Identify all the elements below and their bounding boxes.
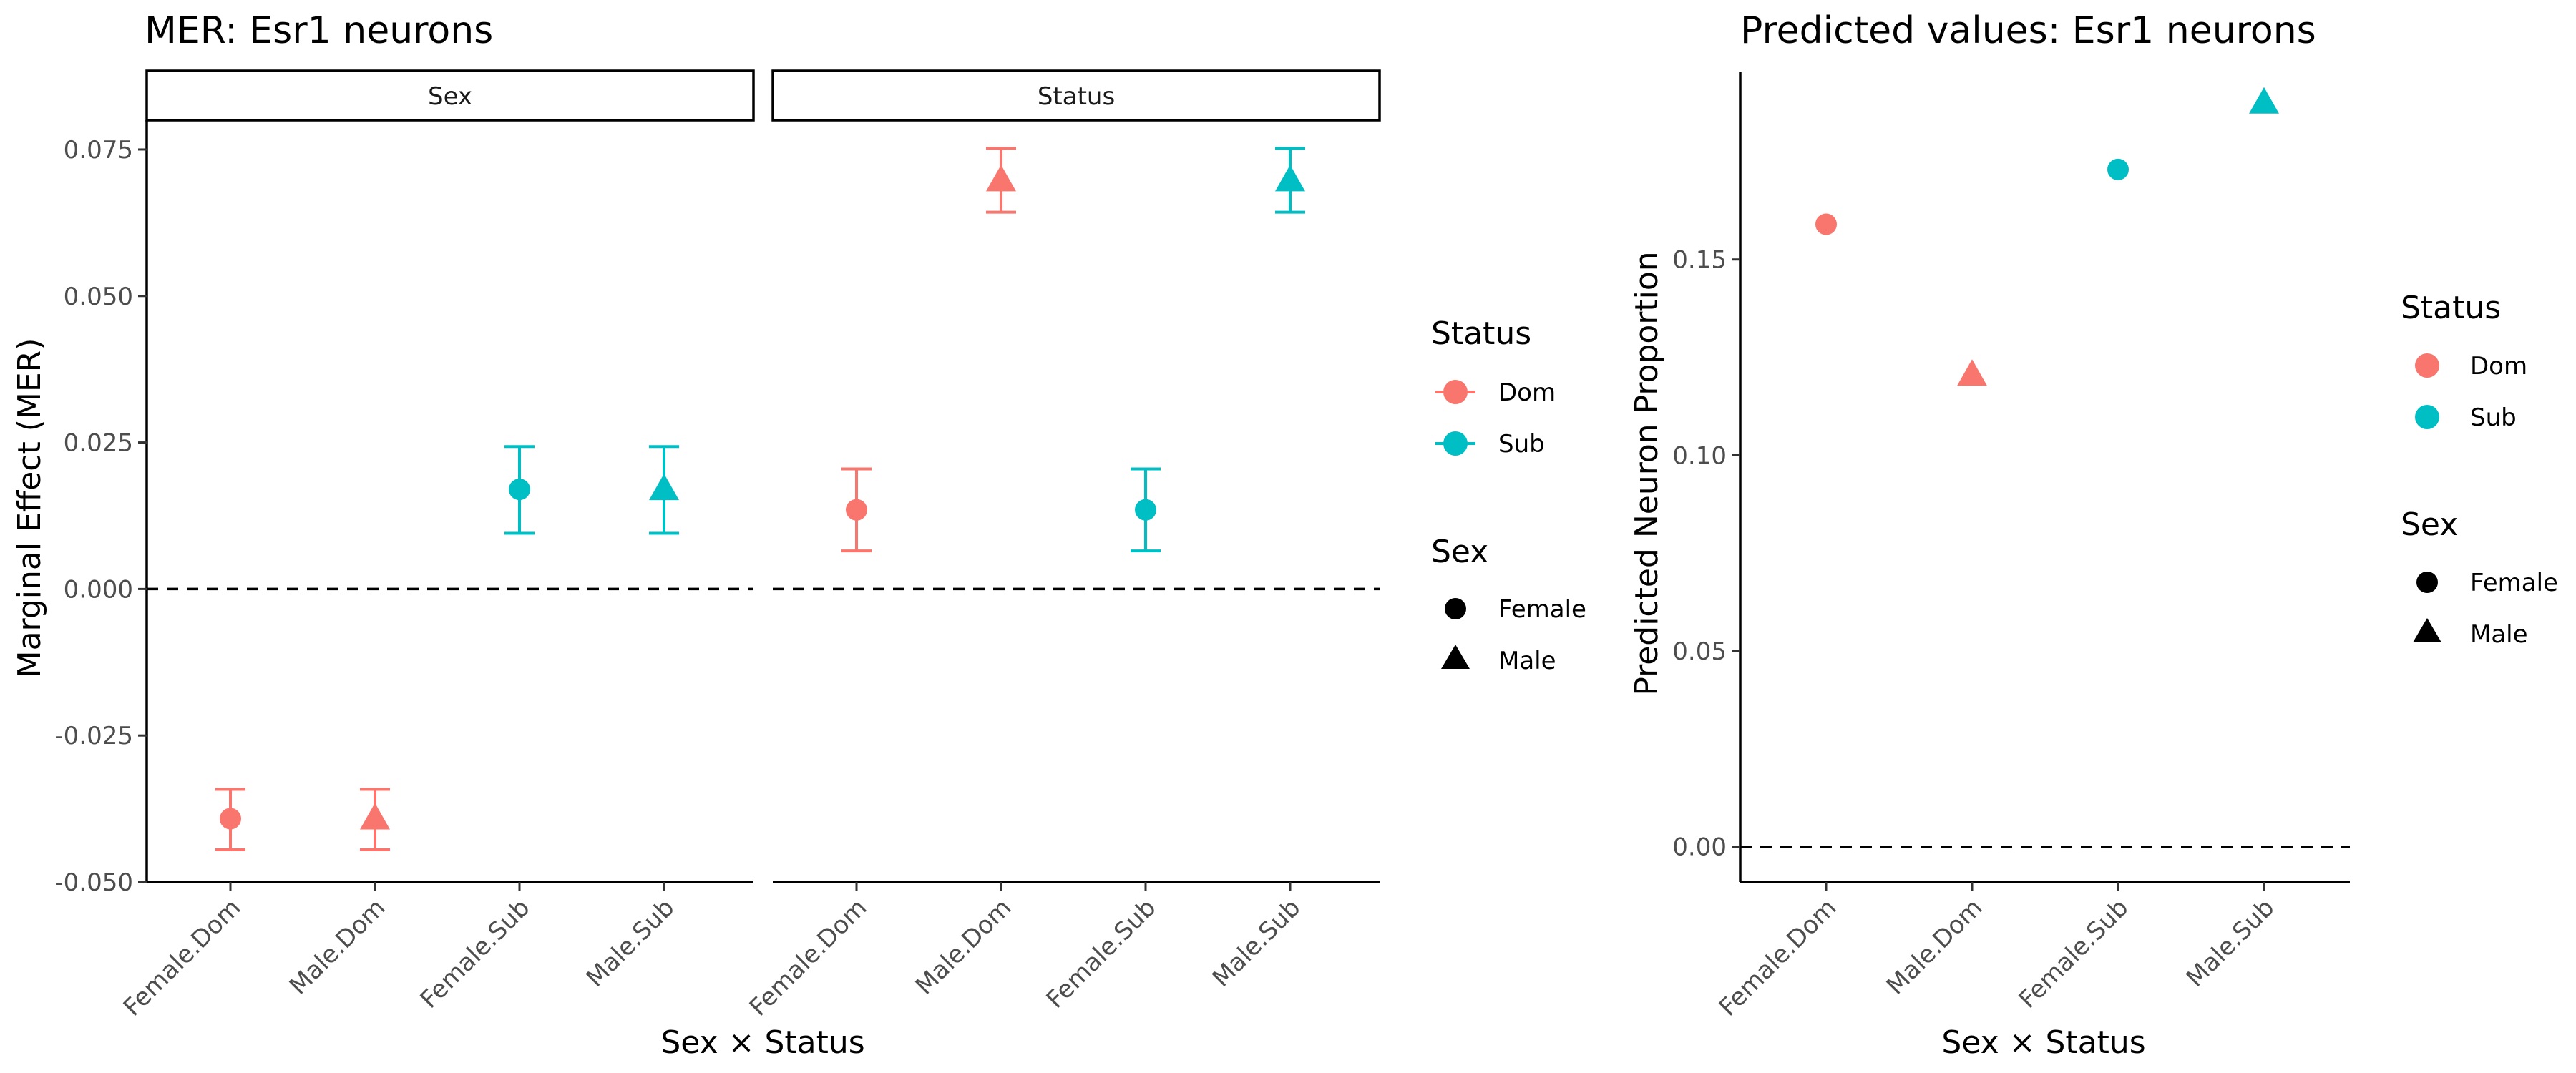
mer-point-male-dom bbox=[986, 165, 1016, 192]
mer-legend-sub-key bbox=[1443, 431, 1468, 456]
mer-point-female-sub bbox=[1135, 499, 1156, 521]
mer-x-axis-title: Sex × Status bbox=[660, 1024, 864, 1061]
mer-chart-title: MER: Esr1 neurons bbox=[145, 9, 493, 52]
predicted-y-axis: 0.00 0.05 0.10 0.15 bbox=[1672, 72, 1742, 882]
mer-legend-male-key bbox=[1441, 645, 1470, 669]
predicted-legend-sub-key bbox=[2415, 405, 2439, 429]
facet-strip-sex bbox=[145, 69, 755, 122]
predicted-legend-male-label: Male bbox=[2470, 620, 2528, 649]
mer-y-tick-label: 0.025 bbox=[64, 429, 133, 458]
mer-legend-sub-label: Sub bbox=[1498, 430, 1545, 459]
mer-legend-dom-key bbox=[1443, 380, 1468, 404]
predicted-point-male-dom bbox=[1957, 359, 1987, 386]
predicted-chart-title: Predicted values: Esr1 neurons bbox=[1740, 9, 2316, 52]
facet-strip-status-label: Status bbox=[1038, 82, 1115, 111]
mer-y-tick-label: 0.075 bbox=[64, 136, 133, 165]
mer-legend-dom-label: Dom bbox=[1498, 378, 1556, 407]
predicted-legend-female-key bbox=[2416, 572, 2438, 593]
predicted-legend: Status Dom Sub Sex Female Male bbox=[2401, 290, 2558, 649]
mer-legend-status-title: Status bbox=[1431, 315, 1531, 352]
mer-point-male-dom bbox=[360, 803, 390, 830]
mer-legend-female-label: Female bbox=[1498, 595, 1586, 624]
predicted-legend-sex-title: Sex bbox=[2401, 506, 2458, 543]
facet-strip-status bbox=[771, 69, 1381, 122]
predicted-legend-status-title: Status bbox=[2401, 290, 2501, 326]
predicted-legend-male-key bbox=[2413, 618, 2441, 642]
mer-point-male-sub bbox=[649, 474, 679, 501]
mer-y-tick-label: -0.050 bbox=[54, 868, 133, 897]
mer-legend-sex-title: Sex bbox=[1431, 534, 1488, 570]
mer-point-male-sub bbox=[1275, 165, 1305, 192]
predicted-legend-female-label: Female bbox=[2470, 569, 2558, 597]
mer-y-axis-title: Marginal Effect (MER) bbox=[11, 338, 48, 678]
predicted-y-tick-label: 0.10 bbox=[1672, 441, 1727, 470]
mer-legend: Status Dom Sub Sex Female Male bbox=[1431, 315, 1586, 675]
predicted-point-female-dom bbox=[1815, 213, 1837, 235]
mer-legend-male-label: Male bbox=[1498, 647, 1556, 675]
mer-point-female-sub bbox=[509, 479, 530, 501]
mer-y-tick-label: -0.025 bbox=[54, 722, 133, 750]
predicted-x-axis-title: Sex × Status bbox=[1941, 1024, 2145, 1061]
predicted-y-tick-label: 0.15 bbox=[1672, 246, 1727, 275]
mer-y-axis: -0.050 -0.025 0.000 0.025 0.050 0.075 bbox=[54, 120, 148, 897]
predicted-point-male-sub bbox=[2249, 87, 2279, 114]
predicted-y-tick-label: 0.05 bbox=[1672, 637, 1727, 666]
predicted-y-tick-label: 0.00 bbox=[1672, 833, 1727, 862]
predicted-legend-dom-label: Dom bbox=[2470, 352, 2527, 381]
mer-point-female-dom bbox=[846, 499, 867, 521]
predicted-legend-sub-label: Sub bbox=[2470, 403, 2517, 432]
mer-y-tick-label: 0.000 bbox=[64, 575, 133, 604]
predicted-legend-dom-key bbox=[2415, 353, 2439, 378]
mer-point-female-dom bbox=[220, 808, 241, 830]
predicted-y-axis-title: Predicted Neuron Proportion bbox=[1629, 251, 1665, 695]
predicted-point-female-sub bbox=[2107, 158, 2129, 180]
mer-legend-female-key bbox=[1445, 598, 1466, 619]
mer-y-tick-label: 0.050 bbox=[64, 283, 133, 311]
facet-strip-sex-label: Sex bbox=[428, 82, 472, 111]
